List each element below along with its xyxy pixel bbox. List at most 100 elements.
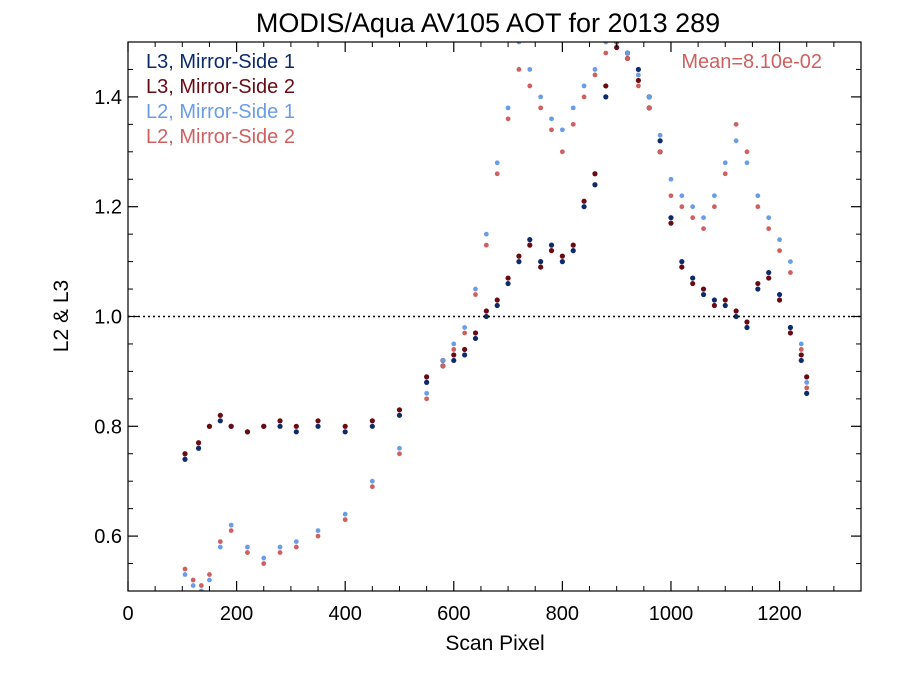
data-point (701, 226, 706, 232)
data-point (472, 335, 479, 342)
x-tick-label: 400 (328, 603, 361, 625)
legend-entry: L3, Mirror-Side 2 (146, 76, 295, 98)
data-point (245, 544, 250, 550)
data-point (733, 138, 739, 144)
data-point (548, 248, 555, 254)
x-tick-label: 800 (546, 603, 579, 625)
data-point (744, 160, 750, 166)
data-point (483, 231, 489, 237)
data-point (668, 220, 674, 226)
data-point (766, 226, 772, 232)
data-point (277, 418, 283, 424)
data-point (538, 94, 544, 100)
data-point (701, 215, 706, 221)
data-point (342, 429, 348, 435)
data-point (483, 308, 489, 314)
data-point (744, 149, 750, 155)
data-point (228, 528, 234, 534)
data-point (722, 160, 728, 166)
data-point (369, 423, 375, 429)
data-point (207, 572, 212, 577)
data-point (494, 171, 500, 177)
data-point (788, 270, 793, 275)
data-point (261, 561, 267, 566)
data-point (755, 204, 761, 210)
data-point (451, 357, 457, 364)
data-point (342, 511, 348, 517)
data-point (505, 280, 511, 287)
data-point (635, 83, 641, 89)
data-point (462, 325, 468, 330)
data-point (451, 341, 457, 347)
data-point (369, 478, 375, 484)
data-point (277, 544, 283, 550)
y-tick-label: 1.2 (94, 197, 122, 219)
data-point (614, 44, 620, 51)
data-point (679, 204, 685, 210)
data-point (592, 182, 598, 188)
data-point (472, 330, 479, 336)
data-point (182, 566, 188, 572)
data-point (657, 132, 663, 138)
data-point (217, 418, 223, 424)
data-point (549, 116, 554, 122)
data-point (776, 291, 783, 298)
data-point (570, 105, 576, 111)
data-point (217, 544, 223, 550)
data-point (217, 539, 223, 544)
data-point (494, 302, 500, 309)
data-point (494, 160, 500, 166)
data-point (787, 330, 794, 336)
data-point (315, 533, 321, 539)
data-point (396, 407, 403, 413)
x-tick-label: 600 (437, 603, 470, 625)
data-point (581, 83, 587, 89)
data-point (755, 280, 761, 287)
data-point (516, 67, 522, 72)
data-point (766, 275, 772, 281)
data-point (592, 72, 598, 78)
x-tick-label: 1000 (649, 603, 694, 625)
data-point (668, 193, 674, 199)
data-point (396, 412, 403, 418)
data-point (483, 313, 489, 320)
data-point (776, 297, 783, 303)
data-point (505, 105, 511, 111)
data-point (342, 423, 348, 429)
x-tick-label: 200 (220, 603, 253, 625)
data-point (195, 440, 202, 446)
data-point (228, 522, 234, 528)
data-point (755, 286, 761, 292)
chart-title: MODIS/Aqua AV105 AOT for 2013 289 (256, 8, 720, 38)
data-point (538, 264, 544, 270)
data-point (527, 237, 533, 243)
data-point (182, 456, 188, 462)
data-point (570, 248, 576, 254)
data-point (657, 149, 663, 155)
data-point (559, 253, 565, 259)
data-point (293, 539, 299, 544)
data-point (570, 242, 576, 248)
data-point (690, 215, 696, 221)
data-point (744, 319, 750, 325)
data-point (603, 94, 609, 100)
data-point (244, 429, 251, 435)
data-point (228, 423, 234, 429)
data-point (668, 215, 674, 221)
data-point (581, 198, 587, 204)
data-point (494, 297, 500, 303)
data-point (369, 484, 375, 490)
x-tick-label: 1200 (757, 603, 802, 625)
data-point (206, 423, 213, 429)
data-point (679, 264, 685, 270)
data-point (744, 324, 750, 331)
data-point (462, 330, 468, 336)
data-point (538, 105, 544, 111)
data-point (190, 583, 196, 588)
data-point (788, 259, 793, 264)
data-point (527, 242, 533, 248)
data-point (462, 346, 468, 353)
mean-annotation: Mean=8.10e-02 (681, 51, 822, 73)
data-point (182, 451, 188, 457)
data-point (462, 352, 468, 358)
